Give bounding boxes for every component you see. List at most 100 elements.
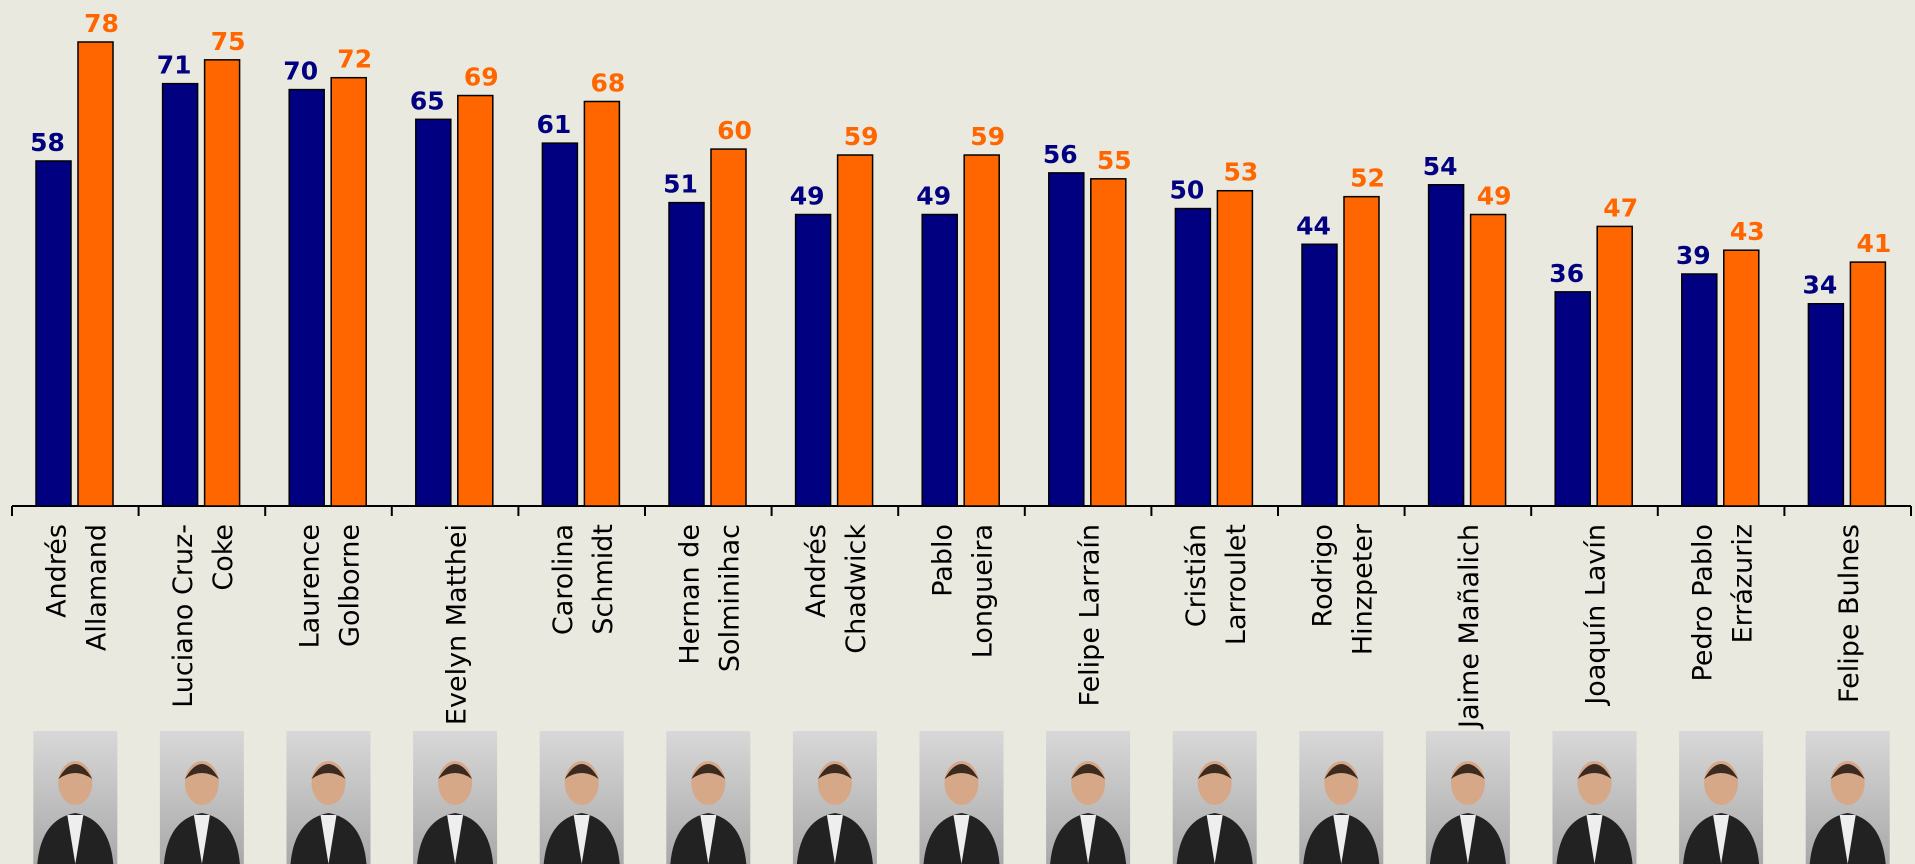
bar bbox=[163, 84, 198, 506]
category-label: Felipe Bulnes bbox=[1834, 524, 1865, 703]
bar bbox=[542, 143, 577, 506]
portrait bbox=[1679, 731, 1763, 864]
category-label: Solminihac bbox=[715, 524, 746, 672]
value-label: 47 bbox=[1603, 193, 1638, 222]
category-label: Pablo bbox=[928, 524, 959, 597]
category-label: Joaquín Lavín bbox=[1581, 524, 1612, 707]
bar bbox=[458, 96, 493, 506]
category-label: Carolina bbox=[548, 524, 579, 635]
bar bbox=[796, 215, 831, 506]
value-label: 71 bbox=[157, 51, 192, 80]
value-label: 65 bbox=[410, 86, 445, 115]
value-label: 44 bbox=[1296, 211, 1331, 240]
plot-area: 58 78 Andrés Allamand 71 75 Luciano Cruz- Coke 7… bbox=[12, 9, 1911, 864]
bar bbox=[416, 119, 451, 506]
category-label: Chadwick bbox=[841, 524, 872, 654]
category-label: Coke bbox=[208, 524, 239, 591]
bar bbox=[331, 78, 366, 506]
value-label: 78 bbox=[84, 9, 119, 38]
category-label: Allamand bbox=[82, 524, 113, 651]
value-label: 54 bbox=[1423, 152, 1458, 181]
value-label: 43 bbox=[1730, 217, 1765, 246]
category-label: Luciano Cruz- bbox=[168, 524, 199, 708]
bar bbox=[1175, 209, 1210, 506]
portrait bbox=[1806, 731, 1890, 864]
value-label: 60 bbox=[717, 116, 752, 145]
bar bbox=[1049, 173, 1084, 506]
category-label: Jaime Mañalich bbox=[1454, 524, 1485, 730]
bar bbox=[1850, 262, 1885, 506]
value-label: 75 bbox=[211, 27, 246, 56]
bar bbox=[1302, 244, 1337, 506]
bar bbox=[1682, 274, 1717, 506]
bar bbox=[964, 155, 999, 506]
value-label: 50 bbox=[1170, 176, 1205, 205]
value-label: 41 bbox=[1857, 229, 1892, 258]
value-label: 53 bbox=[1224, 158, 1259, 187]
portrait bbox=[1299, 731, 1383, 864]
value-label: 56 bbox=[1043, 140, 1078, 169]
bar bbox=[205, 60, 240, 506]
value-label: 39 bbox=[1676, 241, 1711, 270]
value-label: 49 bbox=[790, 182, 825, 211]
category-label: Golborne bbox=[335, 524, 366, 647]
category-label: Schmidt bbox=[588, 524, 619, 635]
portrait bbox=[793, 731, 877, 864]
bar bbox=[922, 215, 957, 506]
value-label: 36 bbox=[1549, 259, 1584, 288]
bar bbox=[1471, 215, 1506, 506]
bar bbox=[1091, 179, 1126, 506]
value-label: 72 bbox=[337, 45, 372, 74]
value-label: 34 bbox=[1803, 271, 1838, 300]
category-label: Andrés bbox=[801, 524, 832, 618]
category-label: Hernan de bbox=[675, 524, 706, 665]
category-label: Laurence bbox=[295, 524, 326, 648]
category-label: Errázuriz bbox=[1727, 524, 1758, 643]
portrait bbox=[160, 731, 244, 864]
category-label: Cristián bbox=[1181, 524, 1212, 627]
category-label: Pedro Pablo bbox=[1687, 524, 1718, 681]
portrait bbox=[1553, 731, 1637, 864]
value-label: 59 bbox=[970, 122, 1005, 151]
bar bbox=[1429, 185, 1464, 506]
bar bbox=[1555, 292, 1590, 506]
bar bbox=[1344, 197, 1379, 506]
value-label: 52 bbox=[1350, 164, 1385, 193]
portrait bbox=[33, 731, 117, 864]
value-label: 51 bbox=[663, 170, 698, 199]
category-label: Felipe Larraín bbox=[1074, 524, 1105, 706]
bar bbox=[1217, 191, 1252, 506]
portrait bbox=[1173, 731, 1257, 864]
category-label: Evelyn Matthei bbox=[441, 524, 472, 725]
category-label: Andrés bbox=[42, 524, 73, 618]
portrait bbox=[920, 731, 1004, 864]
portrait bbox=[1046, 731, 1130, 864]
category-label: Longueira bbox=[968, 524, 999, 658]
portrait bbox=[666, 731, 750, 864]
value-label: 69 bbox=[464, 63, 499, 92]
value-label: 55 bbox=[1097, 146, 1132, 175]
bar bbox=[1724, 250, 1759, 506]
category-label: Larroulet bbox=[1221, 524, 1252, 645]
value-label: 70 bbox=[283, 57, 318, 86]
chart: 58 78 Andrés Allamand 71 75 Luciano Cruz- Coke 7… bbox=[0, 0, 1915, 864]
bar bbox=[669, 203, 704, 506]
bar bbox=[1597, 226, 1632, 506]
bar bbox=[1808, 304, 1843, 506]
value-label: 49 bbox=[1477, 182, 1512, 211]
value-label: 58 bbox=[30, 128, 65, 157]
bar bbox=[838, 155, 873, 506]
portrait bbox=[540, 731, 624, 864]
value-label: 49 bbox=[916, 182, 951, 211]
bar bbox=[289, 90, 324, 506]
value-label: 68 bbox=[591, 68, 626, 97]
portrait bbox=[287, 731, 371, 864]
bar bbox=[711, 149, 746, 506]
portrait bbox=[413, 731, 497, 864]
bar bbox=[78, 42, 113, 506]
portrait bbox=[1426, 731, 1510, 864]
bar bbox=[36, 161, 71, 506]
value-label: 61 bbox=[537, 110, 572, 139]
category-label: Hinzpeter bbox=[1348, 523, 1379, 655]
category-label: Rodrigo bbox=[1308, 524, 1339, 627]
